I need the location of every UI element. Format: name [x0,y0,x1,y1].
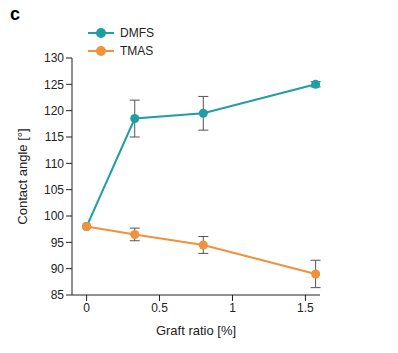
svg-text:0.5: 0.5 [151,301,168,315]
svg-text:0: 0 [83,301,90,315]
svg-text:Graft ratio [%]: Graft ratio [%] [156,323,236,338]
svg-text:95: 95 [51,236,65,250]
svg-text:110: 110 [45,157,64,171]
svg-text:1: 1 [229,301,236,315]
svg-text:100: 100 [44,209,64,223]
svg-text:90: 90 [51,262,65,276]
svg-text:105: 105 [44,183,64,197]
svg-text:1.5: 1.5 [297,301,314,315]
svg-text:85: 85 [51,288,65,302]
svg-text:125: 125 [44,78,64,92]
svg-text:120: 120 [44,104,64,118]
svg-text:130: 130 [44,51,64,65]
html-text:c: c [10,4,20,24]
html-text:DMFS: DMFS [120,26,154,40]
svg-text:115: 115 [45,130,64,144]
svg-text:Contact angle [°]: Contact angle [°] [15,128,30,224]
html-text:TMAS: TMAS [120,44,154,58]
